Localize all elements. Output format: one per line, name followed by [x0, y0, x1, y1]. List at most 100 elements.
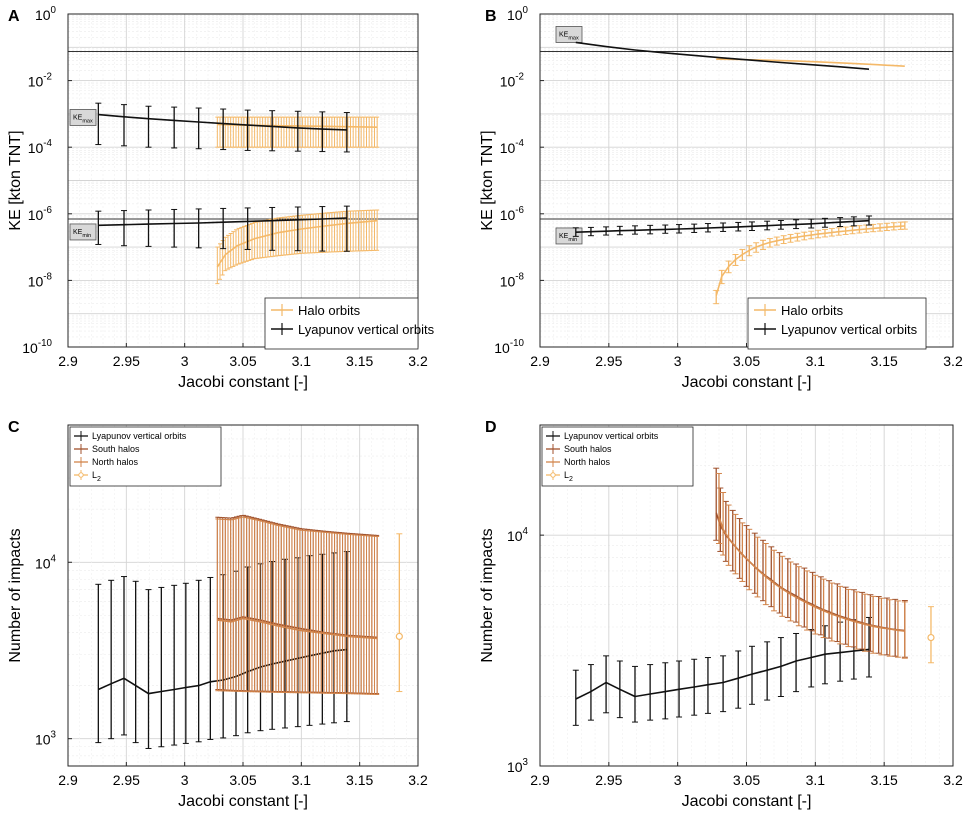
legend: Lyapunov vertical orbits South halos North… — [69, 426, 222, 487]
series-1 — [215, 209, 380, 285]
x-tick-label: 2.9 — [530, 772, 550, 788]
legend-label: Lyapunov vertical orbits — [298, 322, 435, 337]
y-axis-label: KE [kton TNT] — [479, 130, 496, 230]
legend: Halo orbits Lyapunov vertical orbits — [747, 297, 927, 350]
series-2 — [215, 516, 380, 695]
y-tick-label: 104 — [35, 553, 57, 571]
legend-box — [69, 426, 222, 487]
reference-label-sub: min — [568, 237, 577, 243]
y-tick-label-exp: 3 — [523, 757, 529, 768]
legend-box — [747, 297, 927, 350]
series-3 — [95, 205, 350, 252]
series-line — [575, 219, 870, 233]
reference-label-main: KE — [559, 233, 569, 240]
y-tick-label-exp: -4 — [43, 138, 52, 149]
legend-box — [264, 297, 419, 350]
y-tick-label: 103 — [507, 757, 529, 775]
y-axis-label: KE [kton TNT] — [7, 130, 24, 230]
series-0 — [572, 616, 873, 726]
y-tick-label-exp: -2 — [515, 72, 524, 83]
panel-letter: D — [485, 419, 497, 436]
series-2 — [575, 41, 870, 70]
x-tick-label: 3 — [181, 772, 189, 788]
panel-letter: C — [8, 419, 20, 436]
y-tick-label: 10-8 — [28, 271, 53, 289]
y-tick-label-exp: -6 — [43, 205, 52, 216]
y-tick-label: 104 — [507, 526, 529, 544]
y-tick-label-exp: -10 — [38, 338, 53, 349]
series-3 — [395, 533, 403, 693]
y-tick-label-base: 10 — [507, 759, 523, 775]
y-tick-label-base: 10 — [500, 140, 516, 156]
reference-label-box — [69, 223, 97, 241]
legend-marker — [550, 472, 556, 478]
x-tick-label: 3.1 — [292, 772, 312, 788]
x-tick-label: 3.1 — [806, 772, 826, 788]
x-tick-label: 3.1 — [806, 353, 826, 369]
y-tick-label: 10-4 — [28, 138, 53, 156]
y-tick-label: 100 — [35, 5, 57, 23]
y-tick-label-exp: 4 — [523, 526, 529, 537]
reference-label: KEmin — [559, 233, 577, 243]
x-axis-label: Jacobi constant [-] — [682, 793, 812, 810]
x-tick-label: 3.15 — [871, 353, 898, 369]
y-tick-label-exp: -4 — [515, 138, 524, 149]
legend-label-sub: 2 — [97, 476, 101, 483]
y-tick-label-base: 10 — [22, 340, 38, 356]
legend-label: Halo orbits — [781, 303, 844, 318]
y-tick-label: 10-10 — [494, 338, 524, 356]
reference-label-main: KE — [73, 229, 83, 236]
legend: Lyapunov vertical orbits South halos North… — [541, 426, 694, 487]
y-tick-label-base: 10 — [494, 340, 510, 356]
y-tick-label-base: 10 — [35, 7, 51, 23]
x-axis-label: Jacobi constant [-] — [682, 374, 812, 391]
legend-label-main: L — [564, 470, 569, 480]
x-tick-label: 2.95 — [595, 353, 622, 369]
y-tick-label-exp: 0 — [523, 5, 529, 16]
legend-label: Halo orbits — [298, 303, 361, 318]
series-line — [715, 225, 905, 296]
reference-label-box — [555, 26, 583, 43]
y-tick-label: 10-8 — [500, 271, 525, 289]
y-tick-label: 10-2 — [28, 72, 52, 90]
y-tick-label-base: 10 — [35, 555, 51, 571]
reference-label-sub: max — [568, 35, 579, 41]
reference-label: KEmax — [559, 31, 579, 41]
x-tick-label: 3 — [181, 353, 189, 369]
y-tick-label-base: 10 — [28, 74, 44, 90]
series-line — [98, 113, 347, 131]
x-tick-label: 3.2 — [943, 772, 963, 788]
y-tick-label-base: 10 — [500, 273, 516, 289]
y-tick-label: 10-4 — [500, 138, 525, 156]
y-tick-label: 10-10 — [22, 338, 52, 356]
y-tick-label: 10-6 — [500, 205, 525, 223]
y-tick-label: 10-6 — [28, 205, 53, 223]
x-tick-label: 3.15 — [871, 772, 898, 788]
reference-label-sub: min — [82, 233, 91, 239]
data-point — [395, 632, 403, 640]
y-tick-label-exp: 3 — [51, 730, 57, 741]
x-tick-label: 3.2 — [408, 353, 428, 369]
x-tick-label: 2.95 — [595, 772, 622, 788]
y-tick-label-exp: -2 — [43, 72, 52, 83]
x-tick-label: 3.05 — [733, 353, 760, 369]
y-tick-label-base: 10 — [28, 273, 44, 289]
y-tick-label-base: 10 — [500, 74, 516, 90]
legend: Halo orbits Lyapunov vertical orbits — [264, 297, 435, 350]
x-tick-label: 3.05 — [229, 353, 256, 369]
y-axis-label: Number of impacts — [479, 528, 496, 662]
legend-label: Lyapunov vertical orbits — [92, 431, 187, 441]
legend-label: North halos — [92, 457, 139, 467]
x-tick-label: 3.05 — [733, 772, 760, 788]
y-tick-label-base: 10 — [507, 528, 523, 544]
y-axis-label: Number of impacts — [7, 528, 24, 662]
series-2 — [95, 102, 350, 153]
x-tick-label: 3.1 — [292, 353, 312, 369]
y-tick-label-exp: -8 — [515, 271, 524, 282]
reference-label: KEmax — [73, 114, 93, 124]
